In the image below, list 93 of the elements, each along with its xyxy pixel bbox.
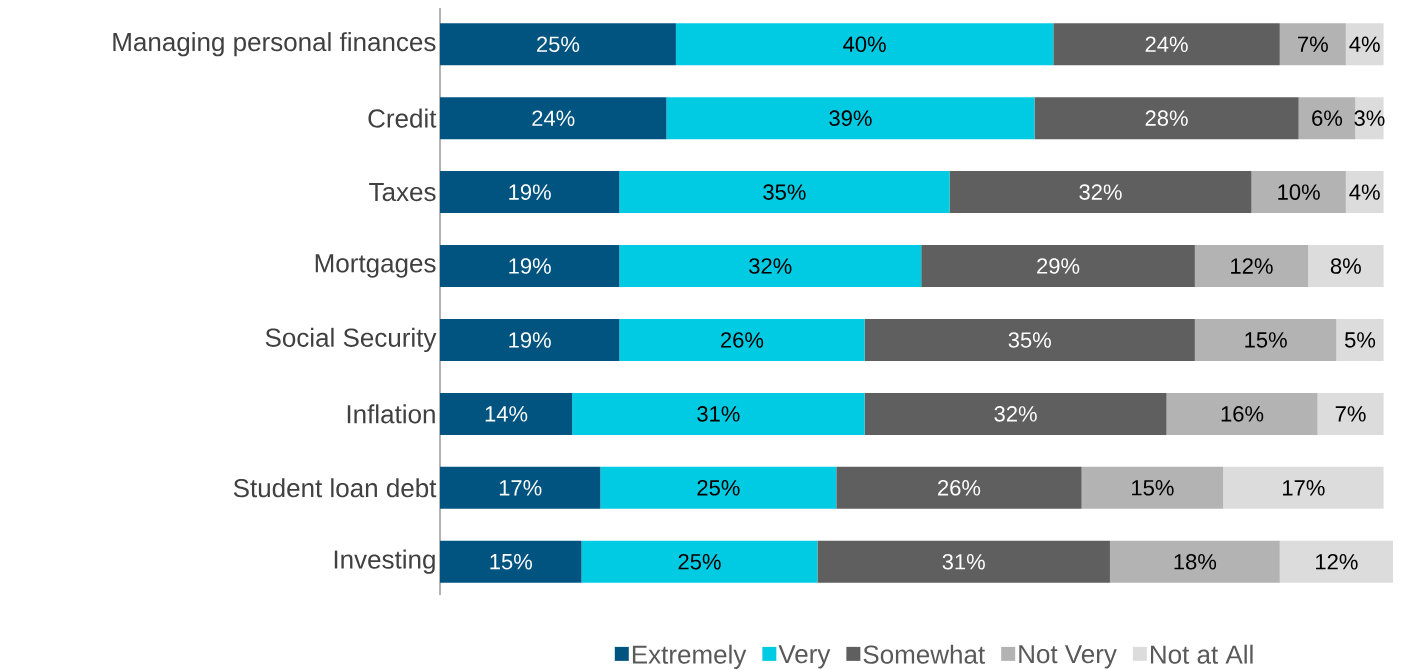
- data-label: 16%: [1221, 406, 1264, 422]
- data-label: 4%: [1349, 36, 1380, 52]
- data-label: 17%: [1283, 480, 1325, 496]
- data-label: 40%: [843, 36, 886, 53]
- data-label: 35%: [1008, 332, 1051, 348]
- bar: [619, 318, 865, 361]
- bar: [817, 540, 1110, 583]
- data-label: 15%: [1132, 480, 1174, 496]
- bar: [1223, 466, 1384, 509]
- legend-label: Extremely: [632, 644, 747, 669]
- data-label: 39%: [829, 110, 872, 126]
- data-label: 8%: [1330, 258, 1361, 274]
- data-label: 12%: [1231, 258, 1273, 274]
- bar: [572, 392, 865, 435]
- data-label: 29%: [1037, 258, 1080, 274]
- y-tick-label: Mortgages: [315, 254, 436, 278]
- bar: [921, 245, 1195, 288]
- y-tick-label: Social Security: [265, 327, 437, 353]
- data-label: 32%: [1079, 184, 1122, 200]
- bar: [1194, 245, 1309, 288]
- bar: [1251, 171, 1346, 214]
- y-tick-label: Taxes: [369, 183, 436, 202]
- bar: [1336, 318, 1384, 361]
- data-label: 15%: [490, 554, 532, 570]
- bar: [440, 392, 573, 435]
- bar: [440, 171, 620, 214]
- data-label: 4%: [1349, 184, 1380, 200]
- bar: [1279, 23, 1346, 66]
- bar: [440, 245, 620, 288]
- data-label: 10%: [1278, 184, 1320, 200]
- bar: [1166, 392, 1318, 435]
- data-label: 15%: [1245, 332, 1287, 348]
- bar: [440, 97, 667, 140]
- data-label: 26%: [938, 480, 981, 496]
- bar: [1317, 392, 1384, 435]
- data-label: 28%: [1145, 110, 1188, 126]
- bar: [1345, 23, 1384, 66]
- bar: [949, 171, 1252, 214]
- y-tick-label: Credit: [368, 108, 437, 128]
- bar: [864, 318, 1195, 361]
- bar: [864, 392, 1167, 435]
- data-label: 25%: [678, 553, 721, 570]
- bar: [1308, 245, 1384, 288]
- data-label: 24%: [532, 110, 575, 126]
- bar: [619, 171, 950, 214]
- legend-label: Not at All: [1151, 644, 1253, 664]
- data-label: 25%: [537, 36, 580, 53]
- bar: [1345, 171, 1384, 214]
- data-label: 17%: [499, 480, 542, 496]
- bar: [440, 466, 601, 509]
- data-label: 5%: [1344, 332, 1376, 348]
- bar: [440, 23, 676, 66]
- bar: [1034, 97, 1299, 140]
- data-label: 25%: [697, 480, 740, 496]
- y-tick-label: Inflation: [347, 404, 435, 424]
- bar: [619, 245, 922, 288]
- bar: [836, 466, 1082, 509]
- data-label: 19%: [509, 184, 551, 200]
- bar: [666, 97, 1035, 140]
- bar: [440, 540, 582, 583]
- data-label: 7%: [1298, 36, 1328, 52]
- data-label: 31%: [697, 406, 740, 422]
- bar: [600, 466, 837, 509]
- legend-label: Not Very: [1019, 645, 1117, 669]
- data-label: 24%: [1145, 36, 1188, 52]
- bar: [581, 540, 818, 583]
- legend-label: Very: [778, 645, 831, 669]
- y-tick-label: Student loan debt: [233, 478, 437, 498]
- bar: [1355, 97, 1384, 140]
- data-label: 6%: [1312, 110, 1343, 126]
- bar: [1194, 318, 1337, 361]
- bar: [1081, 466, 1224, 509]
- legend-label: Somewhat: [863, 644, 985, 664]
- bar: [1298, 97, 1356, 140]
- data-label: 7%: [1335, 406, 1366, 422]
- data-label: 14%: [485, 406, 528, 422]
- data-label: 19%: [509, 332, 551, 348]
- bar: [1109, 540, 1280, 583]
- y-tick-label: Investing: [334, 549, 435, 574]
- data-label: 18%: [1174, 553, 1217, 570]
- y-tick-label: Managing personal finances: [113, 32, 436, 57]
- data-label: 35%: [763, 184, 806, 200]
- data-label: 31%: [942, 553, 985, 570]
- data-label: 19%: [509, 258, 551, 274]
- data-label: 32%: [994, 406, 1037, 422]
- data-label: 3%: [1354, 110, 1385, 126]
- bar: [440, 318, 620, 361]
- data-label: 32%: [749, 258, 792, 274]
- bar: [1279, 540, 1394, 583]
- data-label: 12%: [1316, 553, 1358, 570]
- data-label: 26%: [721, 332, 764, 348]
- bar: [1053, 23, 1280, 66]
- bar: [675, 23, 1054, 66]
